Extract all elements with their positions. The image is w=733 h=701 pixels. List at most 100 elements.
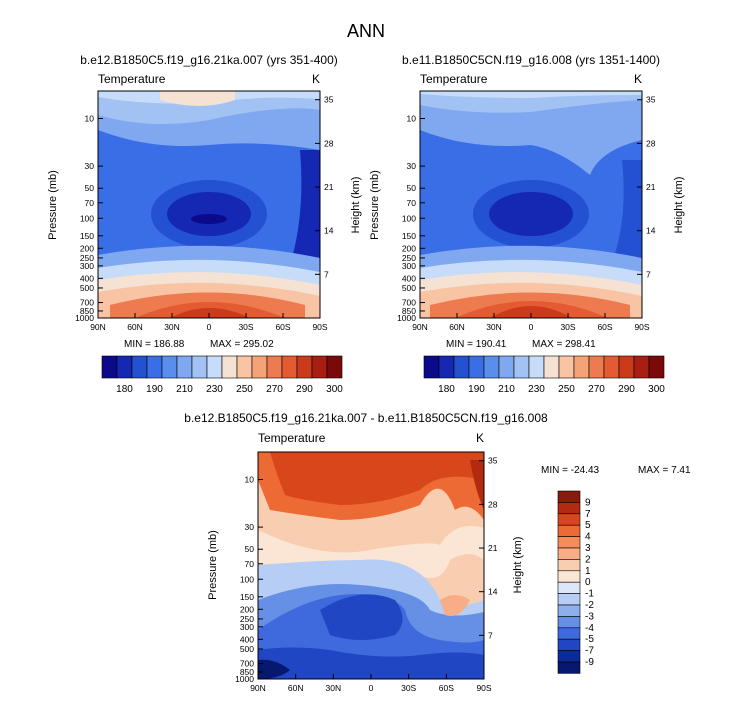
xtick-label: 60S <box>275 322 290 332</box>
y2tick-label: 7 <box>488 630 493 640</box>
panel-3-variable: Temperature <box>258 431 326 445</box>
xtick-label: 60S <box>439 683 454 693</box>
panel-3-title: b.e12.B1850C5.f19_g16.21ka.007 - b.e11.B… <box>184 411 548 425</box>
ytick-label: 100 <box>402 213 416 223</box>
p3-cold-low <box>258 647 484 679</box>
colorbar-swatch <box>101 355 118 379</box>
panel-1-units: K <box>312 72 320 86</box>
xtick-label: 90S <box>634 322 649 332</box>
colorbar-label: 210 <box>498 384 515 395</box>
colorbar-label: -9 <box>585 657 594 668</box>
colorbar-label: 190 <box>146 384 163 395</box>
y2tick-label: 28 <box>488 499 498 509</box>
xtick-label: 60N <box>288 683 304 693</box>
colorbar-swatch <box>557 661 581 674</box>
ytick-label: 200 <box>80 243 94 253</box>
colorbar-label: 180 <box>438 384 455 395</box>
colorbar-swatch <box>557 650 581 663</box>
ytick-label: 100 <box>80 213 94 223</box>
y2tick-label: 35 <box>646 95 656 105</box>
p3-cold-core <box>320 594 403 640</box>
ytick-label: 700 <box>402 298 416 308</box>
ytick-label: 850 <box>240 667 254 677</box>
colorbar-label: 290 <box>296 384 313 395</box>
colorbar-label: 0 <box>585 577 591 588</box>
colorbar-swatch <box>311 355 328 379</box>
xtick-label: 0 <box>369 683 374 693</box>
colorbar-swatch <box>648 355 665 379</box>
colorbar-label: 230 <box>528 384 545 395</box>
ytick-label: 30 <box>407 161 417 171</box>
colorbar-swatch <box>603 355 620 379</box>
colorbar-swatch <box>557 490 581 503</box>
ytick-label: 300 <box>402 261 416 271</box>
colorbar-label: -2 <box>585 600 594 611</box>
colorbar-swatch <box>557 513 581 526</box>
xtick-label: 30S <box>238 322 253 332</box>
y2tick-label: 21 <box>646 182 656 192</box>
colorbar-label: 270 <box>588 384 605 395</box>
p1-cold-min <box>191 214 227 224</box>
colorbar-label: 1 <box>585 566 591 577</box>
panel-1-colorbar: 180 190 210 230 250 270 290 300 <box>101 355 343 395</box>
panel-3-min: MIN = -24.43 <box>541 465 600 476</box>
y2tick-label: 21 <box>324 182 334 192</box>
y2tick-label: 7 <box>324 269 329 279</box>
ytick-label: 70 <box>407 198 417 208</box>
colorbar-label: 7 <box>585 509 591 520</box>
ytick-label: 400 <box>402 273 416 283</box>
y2tick-label: 35 <box>488 456 498 466</box>
panel-1-max: MAX = 295.02 <box>210 339 274 350</box>
xtick-label: 60N <box>449 322 465 332</box>
xtick-label: 30S <box>560 322 575 332</box>
xtick-label: 90S <box>312 322 327 332</box>
xtick-label: 60S <box>597 322 612 332</box>
ytick-label: 50 <box>245 544 255 554</box>
colorbar-swatch <box>513 355 530 379</box>
p3-cold-min <box>258 659 290 679</box>
p3-warm-max <box>470 460 484 510</box>
colorbar-swatch <box>468 355 485 379</box>
colorbar-swatch <box>438 355 455 379</box>
colorbar-swatch <box>221 355 238 379</box>
xtick-label: 90N <box>250 683 266 693</box>
colorbar-swatch <box>326 355 343 379</box>
panel-1-axes: 1030507010015020025030040050070085010003… <box>75 95 334 332</box>
panel-3-y2label: Height (km) <box>512 537 524 594</box>
colorbar-swatch <box>266 355 283 379</box>
colorbar-label: 3 <box>585 543 591 554</box>
panel-2-min: MIN = 190.41 <box>446 339 507 350</box>
ytick-label: 10 <box>407 114 417 124</box>
ytick-label: 70 <box>85 198 95 208</box>
colorbar-swatch <box>557 638 581 651</box>
ytick-label: 30 <box>245 522 255 532</box>
ytick-label: 200 <box>240 604 254 614</box>
panel-2-title: b.e11.B1850C5CN.f19_g16.008 (yrs 1351-14… <box>402 53 660 67</box>
colorbar-swatch <box>588 355 605 379</box>
y2tick-label: 21 <box>488 543 498 553</box>
figure-title: ANN <box>347 21 385 41</box>
ytick-label: 250 <box>80 253 94 263</box>
xtick-label: 60N <box>127 322 143 332</box>
colorbar-label: 300 <box>326 384 343 395</box>
colorbar-swatch <box>557 604 581 617</box>
ytick-label: 1000 <box>397 313 416 323</box>
colorbar-label: 190 <box>468 384 485 395</box>
panel-3-ylabel: Pressure (mb) <box>207 530 219 600</box>
colorbar-swatch <box>557 616 581 629</box>
colorbar-swatch <box>423 355 440 379</box>
ytick-label: 400 <box>240 634 254 644</box>
colorbar-swatch <box>557 593 581 606</box>
ytick-label: 100 <box>240 574 254 584</box>
y2tick-label: 14 <box>324 226 334 236</box>
colorbar-swatch <box>557 581 581 594</box>
colorbar-swatch <box>543 355 560 379</box>
xtick-label: 90N <box>90 322 106 332</box>
ytick-label: 200 <box>402 243 416 253</box>
ytick-label: 500 <box>402 283 416 293</box>
colorbar-label: 5 <box>585 520 591 531</box>
ytick-label: 150 <box>240 592 254 602</box>
ytick-label: 300 <box>240 622 254 632</box>
p1-warm-cap <box>160 91 235 106</box>
